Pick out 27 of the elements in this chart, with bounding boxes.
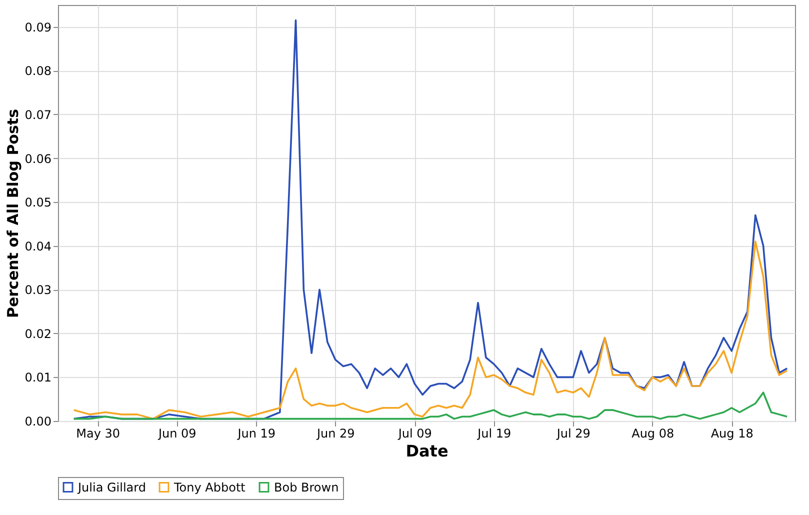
x-tick-label: Jun 09 [157,426,196,440]
y-tick-label: 0.00 [24,414,52,428]
x-tick-label: May 30 [76,426,120,440]
y-tick-label: 0.02 [24,326,52,341]
y-axis-title: Percent of All Blog Posts [4,108,22,318]
y-tick-label: 0.04 [24,239,52,254]
x-tick-label: Aug 18 [710,426,754,440]
y-tick-label: 0.08 [24,64,52,78]
line-series [72,392,788,420]
x-tick-label: Aug 08 [632,426,674,440]
x-tick-label: Jul 29 [556,426,590,440]
y-tick-label: 0.03 [24,283,52,298]
x-tick-label: Jun 19 [236,426,276,440]
x-axis-title: Date [406,442,448,460]
legend-label: Bob Brown [274,480,339,494]
legend-label: Julia Gillard [77,480,146,494]
x-tick-label: Jul 09 [397,426,432,440]
y-tick-label: 0.05 [24,196,52,210]
y-tick-label: 0.09 [24,20,52,34]
y-tick-label: 0.07 [24,108,52,122]
y-tick-label: 0.06 [24,152,52,166]
y-tick-label: 0.01 [24,370,52,385]
line-series [72,240,788,420]
line-series [72,19,788,420]
x-tick-label: Jul 19 [476,426,512,440]
legend-label: Tony Abbott [173,480,246,494]
x-tick-label: Jun 29 [316,426,355,440]
